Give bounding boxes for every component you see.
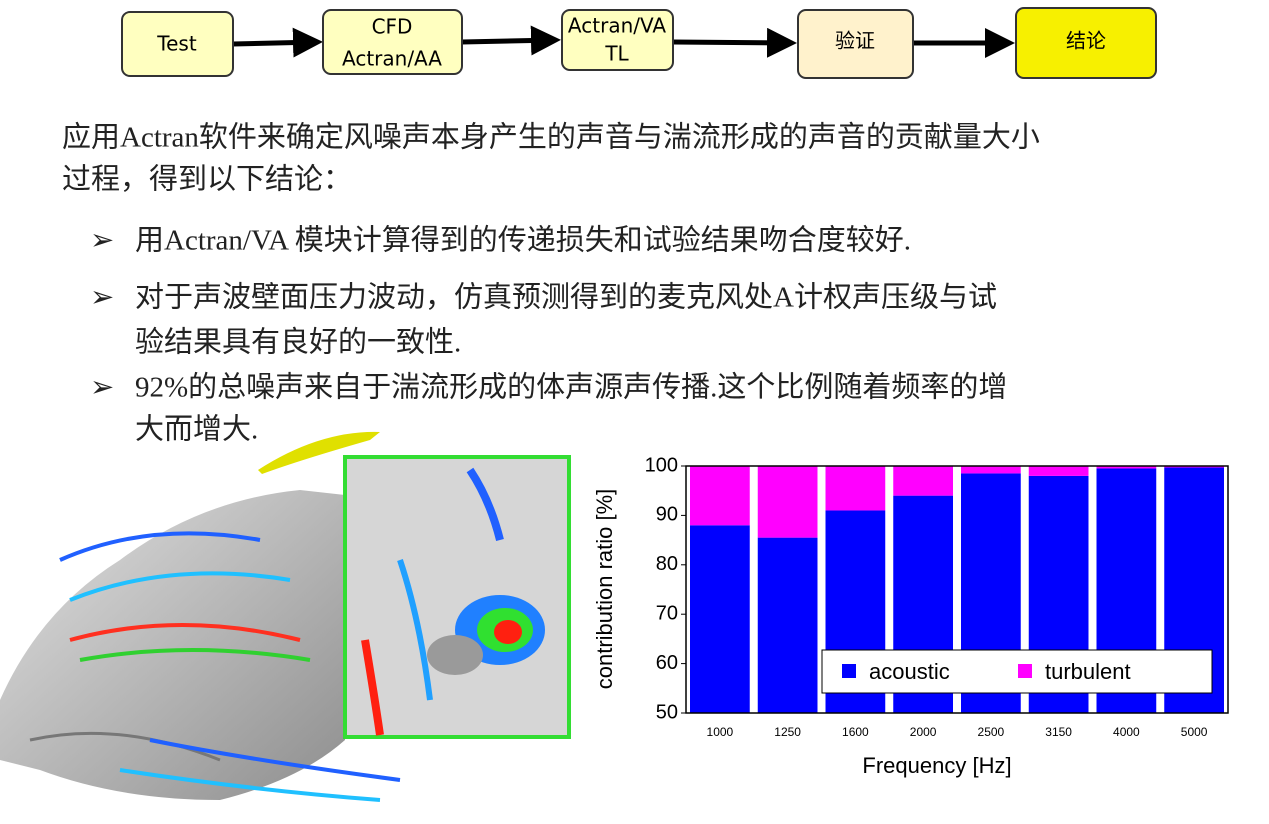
y-axis-label: contribution ratio [%] — [592, 489, 617, 690]
arrow — [461, 25, 561, 56]
bullet-text: 对于声波壁面压力波动，仿真预测得到的麦克风处A计权声压级与试 — [135, 281, 997, 314]
bullets: ➢ 用Actran/VA 模块计算得到的传递损失和试验结果吻合度较好. ➢ 对于… — [90, 224, 1007, 446]
bar-segment — [757, 537, 818, 713]
bar-segment — [961, 466, 1021, 474]
y-tick-label: 80 — [656, 553, 678, 575]
flow-node — [1015, 7, 1157, 79]
bar-segment — [1028, 466, 1089, 476]
chart: 1000 1250 1600 2000 2500 3150 4000 5000 50 60 70 80… — [592, 454, 1229, 778]
flow-node — [121, 11, 234, 77]
node-label: 结论 — [1066, 29, 1106, 53]
legend-swatch — [842, 664, 856, 678]
inset-contours — [361, 467, 545, 736]
x-tick-label: 1250 — [774, 725, 801, 739]
x-tick-label: 4000 — [1113, 725, 1140, 739]
intro: 过程，得到以下结论： — [62, 163, 352, 196]
arrow — [232, 27, 323, 58]
node-label: CFD — [372, 15, 413, 39]
flow-slices — [59, 531, 401, 802]
flow-node — [797, 9, 914, 79]
flow: Test CFD Actran/AA Actran/VA TL 验证 结论 — [121, 7, 1157, 79]
x-tick-label: 3150 — [1045, 725, 1072, 739]
car-simulation-image — [0, 431, 571, 802]
y-tick-label: 70 — [656, 602, 678, 624]
flow-node — [561, 9, 674, 71]
car-body — [0, 490, 345, 800]
node-label: TL — [604, 42, 629, 66]
bullet-marker: ➢ — [90, 372, 114, 404]
y-tick-label: 50 — [656, 701, 678, 723]
inset-image — [343, 455, 571, 739]
node-label: Actran/AA — [342, 47, 442, 71]
bar-segment — [690, 466, 750, 526]
x-tick-label: 2000 — [910, 725, 937, 739]
legend-label: turbulent — [1045, 659, 1131, 684]
iso-surface — [258, 431, 380, 474]
bullet-marker: ➢ — [90, 225, 114, 257]
x-tick-label: 5000 — [1181, 725, 1208, 739]
bar-segment — [1096, 466, 1157, 469]
y-tick-label: 60 — [656, 652, 678, 674]
legend-label: acoustic — [869, 659, 950, 684]
bar-segment — [690, 525, 750, 713]
bullet-text: 用Actran/VA 模块计算得到的传递损失和试验结果吻合度较好. — [135, 224, 911, 257]
bullet-text: 大而增大. — [135, 413, 258, 446]
legend-box — [821, 649, 1213, 694]
intro: 应用Actran软件来确定风噪声本身产生的声音与湍流形成的声音的贡献量大小 — [62, 121, 1040, 154]
car-detail — [29, 731, 221, 762]
bullet-marker: ➢ — [90, 282, 114, 314]
y-tick-label: 100 — [645, 454, 678, 476]
x-axis-label: Frequency [Hz] — [862, 753, 1011, 778]
bullet-text: 验结果具有良好的一致性. — [135, 326, 461, 359]
x-tick-label: 1000 — [707, 725, 734, 739]
y-tick-label: 90 — [656, 504, 678, 526]
bullet-text: 92%的总噪声来自于湍流形成的体声源声传播.这个比例随着频率的增 — [135, 371, 1007, 404]
plot-frame — [685, 465, 1229, 714]
legend-swatch — [1018, 664, 1032, 678]
node-label: 验证 — [835, 29, 875, 53]
x-tick-label: 2500 — [978, 725, 1005, 739]
bar-segment — [825, 466, 886, 511]
arrow — [672, 27, 797, 58]
bar-segment — [893, 466, 953, 496]
bar-segment — [757, 466, 818, 538]
node-label: Test — [156, 32, 197, 56]
flow-node — [322, 9, 463, 75]
x-tick-label: 1600 — [842, 725, 869, 739]
node-label: Actran/VA — [568, 14, 666, 38]
